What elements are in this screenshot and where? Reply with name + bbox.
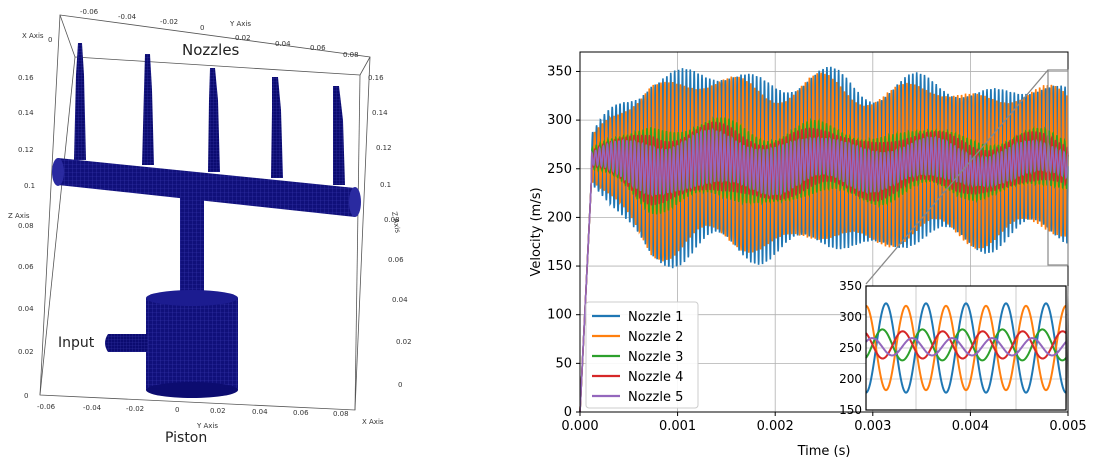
x-tick-label: 0.003: [854, 419, 891, 434]
zoom-region-marker: [1047, 69, 1069, 266]
main-y-ticks: 0 50 100 150 200 250 300 350: [547, 64, 580, 420]
header-pipe: [54, 158, 359, 217]
y-tick-top: -0.02: [160, 18, 178, 26]
y-axis-title-bottom: Y Axis: [196, 422, 218, 430]
z-tick-left: 0.04: [18, 305, 34, 313]
z-tick-right: 0.16: [368, 74, 384, 82]
z-tick-left: 0.16: [18, 74, 34, 82]
z-tick-right: 0.1: [380, 181, 391, 189]
y-tick-label: 300: [547, 113, 572, 128]
x-tick-label: 0.004: [952, 419, 989, 434]
input-pipe: [105, 334, 148, 352]
piston-label: Piston: [165, 430, 207, 446]
series-line-nozzle-5: [579, 127, 1069, 413]
main-series-group: [579, 66, 1069, 413]
inset-y-tick-label: 200: [839, 372, 862, 386]
x-tick-label: 0.000: [561, 419, 598, 434]
y-tick-bottom: 0: [175, 406, 179, 414]
y-tick-bottom: -0.06: [37, 403, 56, 411]
nozzle-geometry-figure: X Axis Y Axis Z Axis Z Axis Y Axis X Axi…: [8, 8, 412, 446]
nozzles-label: Nozzles: [182, 41, 240, 59]
z-tick-left: 0.1: [24, 182, 35, 190]
legend-label: Nozzle 5: [628, 390, 683, 405]
y-tick-top: 0.06: [310, 44, 326, 52]
y-tick-label: 350: [547, 64, 572, 79]
z-tick-left: 0.02: [18, 348, 34, 356]
z-tick-left: 0.14: [18, 109, 34, 117]
z-tick-right: 0.02: [396, 338, 412, 346]
inset-plot-frame: [865, 285, 1067, 411]
inset-y-tick-label: 250: [839, 341, 862, 355]
y-tick-label: 200: [547, 210, 572, 225]
y-tick-bottom: 0.02: [210, 407, 226, 415]
y-tick-label: 250: [547, 162, 572, 177]
legend-label: Nozzle 1: [628, 310, 683, 325]
inset-series-group: [865, 302, 1067, 394]
inset-y-tick-label: 350: [839, 279, 862, 293]
z-axis-title-left: Z Axis: [8, 212, 30, 220]
legend-label: Nozzle 2: [628, 330, 683, 345]
y-tick-label: 150: [547, 259, 572, 274]
bounding-box: [39, 14, 371, 411]
nozzle-pipes: [74, 43, 345, 185]
y-tick-bottom: 0.08: [333, 410, 349, 418]
z-axis-title-right: Z Axis: [390, 211, 402, 234]
y-tick-top: -0.04: [118, 13, 137, 21]
y-tick-bottom: -0.04: [83, 404, 102, 412]
inset-series-line-nozzle-5: [865, 337, 1067, 357]
x-tick-label: 0.001: [659, 419, 696, 434]
y-tick-top: -0.06: [80, 8, 99, 16]
z-tick-right: 0.14: [372, 109, 388, 117]
z-tick-left: 0.06: [18, 263, 34, 271]
piston-cylinder: [146, 290, 238, 398]
y-tick-label: 100: [547, 308, 572, 323]
z-tick-left: 0: [24, 392, 28, 400]
inset-y-tick-label: 150: [839, 403, 862, 417]
z-tick-right: 0.04: [392, 296, 408, 304]
y-tick-label: 50: [555, 356, 572, 371]
inset-y-ticks: 150 200 250 300 350: [839, 279, 862, 417]
z-tick-right: 0.08: [384, 216, 400, 224]
inset-y-tick-label: 300: [839, 310, 862, 324]
x-axis-label: Time (s): [797, 444, 851, 459]
y-axis-label: Velocity (m/s): [529, 187, 544, 276]
inset-series-line-nozzle-4: [865, 330, 1067, 360]
zoom-connector-line: [865, 69, 1049, 285]
y-tick-top: 0: [200, 24, 204, 32]
legend-label: Nozzle 3: [628, 350, 683, 365]
y-axis-title-top: Y Axis: [229, 20, 251, 28]
velocity-chart: 0.000 0.001 0.002 0.003 0.004 0.005 0 50 100 150…: [529, 51, 1087, 459]
inset-series-line-nozzle-2: [865, 304, 1067, 392]
inset-series-line-nozzle-1: [865, 302, 1067, 394]
x-axis-title: X Axis: [22, 32, 44, 40]
z-tick-right: 0.12: [376, 144, 392, 152]
z-tick-right: 0: [398, 381, 402, 389]
y-tick-bottom: 0.06: [293, 409, 309, 417]
z-tick-left: 0.08: [18, 222, 34, 230]
y-tick-top: 0.08: [343, 51, 359, 59]
legend-box: [585, 301, 699, 409]
legend: Nozzle 1 Nozzle 2 Nozzle 3 Nozzle 4 Nozzle 5: [585, 301, 699, 409]
x-tick-label: 0.002: [757, 419, 794, 434]
z-tick-right: 0.06: [388, 256, 404, 264]
y-tick-top: 0.02: [235, 34, 251, 42]
stem-pipe: [180, 178, 204, 298]
x-axis-title-bottom: X Axis: [362, 418, 384, 426]
y-tick-bottom: 0.04: [252, 408, 268, 416]
y-tick-bottom: -0.02: [126, 405, 144, 413]
x-tick-label: 0.005: [1049, 419, 1086, 434]
y-tick-top: 0.04: [275, 40, 291, 48]
y-tick-label: 0: [564, 405, 572, 420]
input-label: Input: [58, 335, 95, 351]
x-tick-top: 0: [48, 36, 52, 44]
z-tick-left: 0.12: [18, 146, 34, 154]
legend-label: Nozzle 4: [628, 370, 683, 385]
main-x-ticks: 0.000 0.001 0.002 0.003 0.004 0.005: [561, 412, 1087, 434]
